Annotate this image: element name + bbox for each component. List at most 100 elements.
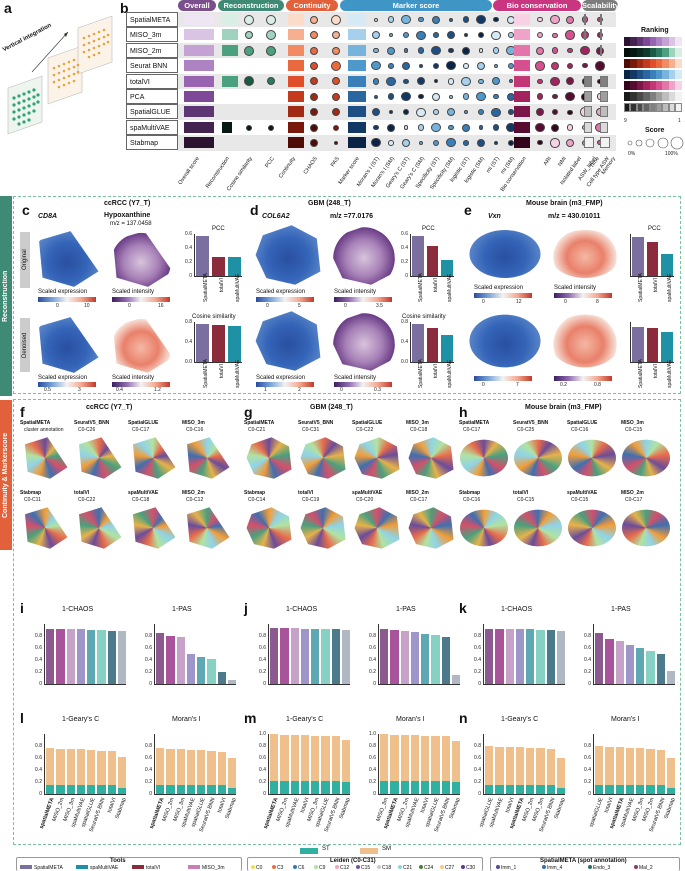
y-tick: 0.6 — [369, 755, 376, 761]
leiden-legend-item: C12 — [335, 865, 349, 871]
tissue-intensity-denoised — [331, 311, 397, 371]
chart-bar — [526, 629, 535, 684]
st-bar — [66, 785, 75, 794]
sm-bar — [87, 750, 96, 785]
rank-swatch — [662, 59, 669, 68]
marker-dot — [431, 45, 441, 56]
chart-bar — [227, 679, 236, 684]
gene-label: Vxn — [488, 213, 501, 220]
marker-dot — [387, 16, 395, 24]
method-row-label: Seurat BNN — [126, 58, 178, 74]
st-bar — [341, 782, 350, 794]
leiden-name: C15 — [361, 865, 371, 871]
marker-dot — [432, 62, 440, 70]
cos-title: Cosine similarity — [402, 314, 446, 320]
overall-score-bar — [184, 91, 214, 102]
st-bar — [556, 788, 565, 794]
bio-dot — [551, 47, 559, 54]
y-tick: 0.2 — [185, 259, 192, 265]
st-bar — [56, 785, 65, 794]
cluster-map — [568, 439, 616, 477]
tools-legend — [16, 857, 242, 871]
leiden-legend-item: C0 — [251, 865, 262, 871]
marker-dot — [403, 125, 409, 130]
continuity-bar — [288, 29, 304, 41]
chart-bar — [117, 631, 126, 684]
memory-bar — [600, 44, 602, 56]
bio-dot — [582, 63, 588, 69]
cluster-range-label: C0-C14 — [248, 497, 266, 503]
gene-label: CD8A — [38, 213, 58, 220]
bar-spamultivae — [661, 331, 673, 362]
tool-swatch — [188, 865, 200, 870]
meta-name: Endo_3 — [593, 865, 611, 871]
panel-d-title: GBM (248_T) — [308, 200, 351, 207]
rank-swatch — [630, 59, 637, 68]
header-continuity: Continuity — [286, 0, 338, 11]
panel-g: g GBM (248_T) SpatialMETA C0-C21 SeuratV5_BN… — [240, 402, 460, 560]
marker-dot — [401, 15, 411, 25]
rank-swatch — [649, 70, 656, 79]
y-tick: 0.4 — [474, 657, 481, 663]
header-bio-conservation: Bio conservation — [493, 0, 581, 11]
x-axis — [154, 794, 236, 795]
chart-bar — [166, 636, 175, 684]
y-tick: 0.4 — [584, 767, 591, 773]
y-tick: 0.8 — [185, 319, 192, 325]
grid-row-bg — [178, 135, 616, 151]
chaos-dot — [310, 108, 318, 117]
tick: 1.2 — [154, 387, 161, 393]
tick: 0.4 — [116, 387, 123, 393]
panel-e-label: e — [464, 202, 472, 218]
pas-dot — [332, 92, 340, 101]
cluster-map — [514, 439, 562, 477]
bio-conservation-bar — [514, 121, 530, 133]
tick: 2 — [298, 387, 301, 393]
panel-c-title: ccRCC (Y7_T) — [104, 200, 151, 207]
chart-bar — [625, 645, 634, 684]
rank-swatch — [624, 92, 631, 101]
x-axis — [44, 684, 126, 685]
cluster-range-label: C0-C16 — [571, 427, 589, 433]
sm-bar — [311, 735, 320, 781]
marker-dot — [476, 92, 486, 102]
rank-swatch — [624, 103, 631, 112]
cluster-map — [187, 507, 230, 549]
marker-dot — [373, 17, 379, 22]
continuity-bar — [288, 91, 304, 102]
rank-swatch — [643, 48, 650, 57]
method-row-label: totalVI — [126, 73, 178, 89]
y-tick: 0.2 — [584, 669, 591, 675]
bio-dot — [550, 15, 560, 25]
marker-dot — [507, 62, 515, 70]
panel-b-label: b — [120, 0, 129, 16]
st-bar — [505, 785, 514, 794]
tool-name: totalVI — [146, 865, 161, 871]
cluster-range-label: C0-C17 — [410, 497, 428, 503]
pcc-dot — [266, 14, 276, 25]
tool-swatch — [20, 865, 32, 870]
overall-score-bar — [184, 106, 214, 118]
st-bar — [656, 785, 665, 794]
meta-legend — [490, 857, 680, 871]
y-tick: 0 — [263, 681, 266, 687]
x-axis — [483, 794, 565, 795]
method-row-label: SpatialMETA — [126, 12, 178, 27]
panel-h: h Mouse brain (m3_FMP) SpatialMETA C0-C17 Se… — [455, 402, 679, 560]
st-bar — [380, 780, 389, 794]
rank-swatch — [675, 37, 682, 46]
bio-dot — [580, 45, 590, 56]
pcc-dot — [266, 30, 276, 41]
pcc-title: PCC — [422, 226, 435, 232]
marker-dot — [477, 31, 485, 39]
st-bar — [87, 785, 96, 794]
rank-swatch — [649, 92, 656, 101]
cluster-method-label: totalVI — [74, 490, 90, 496]
y-tick: 0.2 — [35, 669, 42, 675]
tissue-expression-denoised — [255, 311, 321, 371]
marker-dot — [508, 79, 514, 84]
bio-dot — [566, 15, 574, 24]
tick: 0 — [344, 303, 347, 309]
y-tick: 0.6 — [369, 645, 376, 651]
tick: 8 — [596, 299, 599, 305]
